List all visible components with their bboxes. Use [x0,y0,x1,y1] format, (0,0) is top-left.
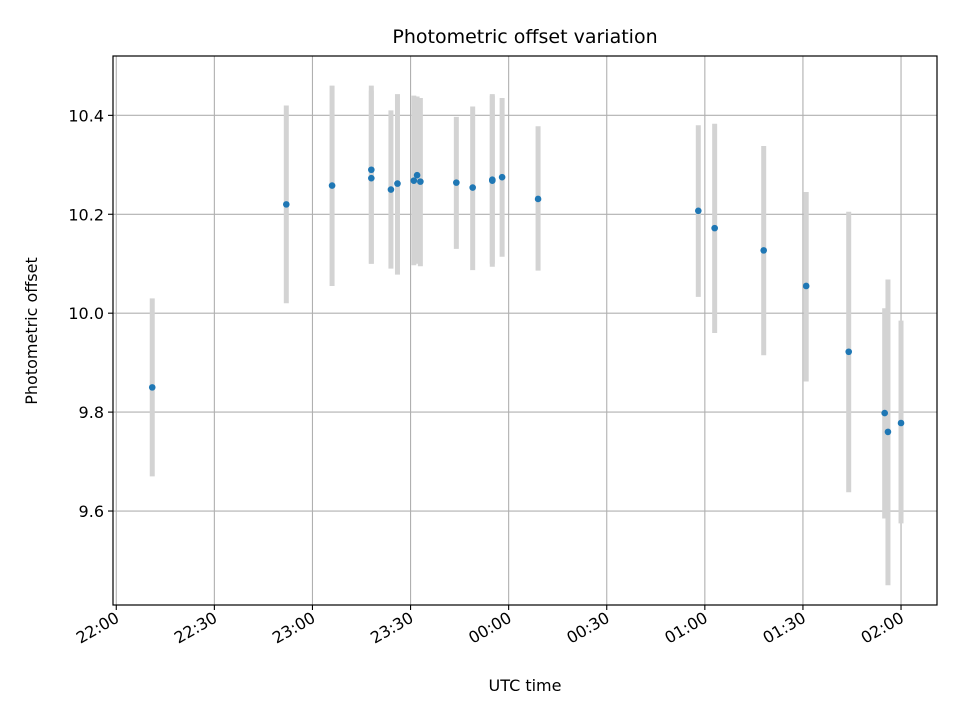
x-tick-label: 01:30 [760,608,809,648]
chart-title: Photometric offset variation [392,26,657,48]
plot-frame [112,55,938,606]
y-axis-ticks: 9.6 9.8 10.0 10.2 10.4 [68,106,113,521]
data-point [394,180,401,187]
data-point [328,182,336,189]
x-tick-label: 00:00 [465,608,514,648]
data-point [368,174,375,182]
data-point [387,186,395,193]
x-tick-label: 23:00 [269,608,318,648]
y-tick-label: 9.8 [79,403,104,422]
data-point [711,224,718,232]
data-point [453,179,460,186]
x-tick-label: 00:30 [563,608,612,648]
y-tick-label: 10.2 [68,205,104,224]
x-tick-label: 01:00 [661,608,710,648]
grid-lines [113,56,937,605]
data-point [148,384,156,391]
data-point [283,201,290,208]
data-point [413,171,421,179]
x-axis-ticks: 22:00 22:30 23:00 23:30 00:00 00:30 01:00 01:30… [73,605,907,648]
data-point [534,195,542,203]
y-axis-label: Photometric offset [22,257,41,405]
data-point [410,177,418,184]
data-point [802,282,810,290]
x-tick-label: 02:00 [858,608,907,648]
data-point [469,184,476,191]
data-points [148,166,905,436]
data-point [368,166,375,174]
data-point [489,176,496,183]
y-tick-label: 9.6 [79,502,104,521]
x-tick-label: 22:00 [73,608,122,648]
y-tick-label: 10.0 [68,304,104,323]
data-point [881,409,888,417]
y-tick-label: 10.4 [68,106,104,125]
data-point [884,428,892,436]
data-point [417,178,424,185]
x-axis-label: UTC time [489,676,562,695]
x-tick-label: 23:30 [367,608,416,648]
data-point [695,207,702,215]
data-point [845,348,853,356]
data-point [760,247,767,254]
error-bars [149,85,904,586]
data-point [897,419,905,427]
data-point [498,173,506,181]
x-tick-label: 22:30 [171,608,220,648]
